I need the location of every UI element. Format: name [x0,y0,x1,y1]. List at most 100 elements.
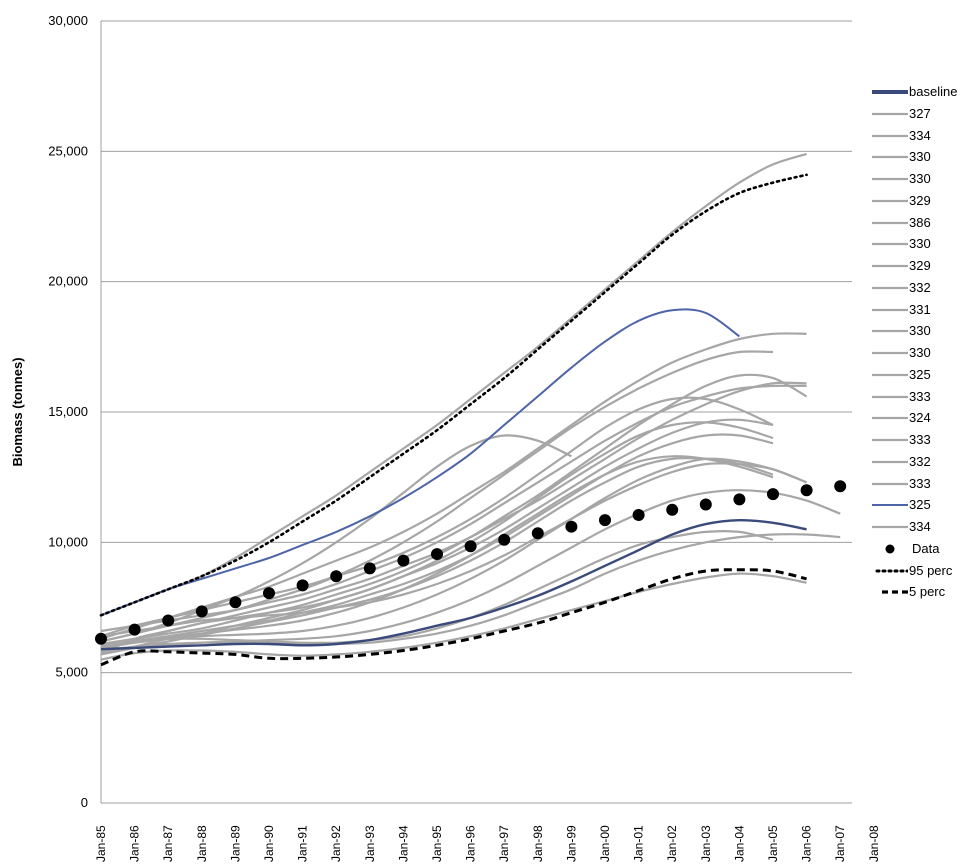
series-line-5 [100,433,774,651]
data-point [666,503,679,516]
legend-symbol [872,243,908,246]
data-point [599,514,611,527]
data-points [95,480,847,645]
gridlines [101,20,852,804]
series-line-9 [100,384,807,633]
data-point [531,527,544,540]
legend-item: 332 [872,452,971,472]
x-tick-label: Jan-01 [632,825,646,862]
legend-item: Data [872,539,971,559]
legend-label: 330 [909,236,931,252]
legend-item: 334 [872,517,971,537]
y-axis-title: Biomass (tonnes) [10,357,25,466]
data-point [363,562,376,575]
series-line-22 [99,173,808,617]
data-point [767,488,779,501]
series-lines [99,152,841,667]
legend-label: 334 [909,127,931,143]
legend-item: 329 [872,256,971,276]
legend-label: 330 [909,345,931,360]
data-point [699,498,712,511]
x-tick-label: Jan-03 [699,825,713,862]
data-point [330,570,343,583]
data-point [800,484,813,497]
x-tick-label: Jan-88 [195,825,209,862]
legend-symbol [872,90,908,94]
data-point [95,632,107,645]
x-tick-label: Jan-97 [497,825,511,862]
series-line-15 [100,332,807,640]
legend-label: 333 [909,388,931,404]
legend-label: 332 [909,453,931,469]
legend-symbol [872,504,908,507]
legend-item: baseline [872,82,971,102]
legend-item: 5 perc [872,582,971,602]
data-point [162,614,175,627]
y-tick-label: 30,000 [48,13,88,28]
legend-item: 386 [872,213,971,233]
legend-label: 386 [909,214,931,230]
data-point [464,540,477,553]
legend-item: 329 [872,191,971,211]
x-tick-label: Jan-02 [665,825,679,862]
legend-label: 330 [909,323,931,339]
data-point [195,605,208,618]
x-tick-label: Jan-92 [329,825,343,862]
legend-label: baseline [909,84,958,99]
legend-item: 330 [872,321,971,341]
legend-label: 330 [909,149,931,165]
legend-symbol [872,395,908,398]
x-tick-label: Jan-89 [228,825,242,862]
legend-label: 329 [909,258,931,273]
series-line-12 [100,457,808,648]
legend-item: 325 [872,365,971,385]
data-point [733,493,746,506]
legend-item: 330 [872,169,971,189]
x-tick-label: Jan-90 [262,825,276,862]
legend-item: 324 [872,408,971,428]
x-tick-label: Jan-96 [464,825,478,862]
legend-symbol [872,330,908,333]
y-tick-labels: 0 5,000 10,000 15,000 20,000 25,000 30,000 [48,13,88,810]
y-tick-label: 0 [81,795,88,810]
series-line-8 [100,457,774,656]
legend-label: 327 [909,105,931,121]
data-point [397,554,410,567]
legend-symbol [872,112,908,115]
legend-label: 331 [909,301,931,317]
legend-label: 95 perc [909,562,953,578]
legend-item: 333 [872,474,971,494]
x-tick-label: Jan-85 [94,825,108,862]
legend-label: 325 [909,366,931,382]
series-line-20 [100,572,807,661]
data-point [565,520,578,533]
legend-symbol [872,221,908,224]
y-tick-label: 10,000 [48,534,88,549]
legend-item: 334 [872,126,971,146]
series-line-0 [100,518,807,651]
legend-symbol [872,264,908,268]
legend-symbol [872,373,908,376]
series-line-14 [100,350,774,643]
legend-symbol [872,482,908,485]
legend-symbol [872,156,908,159]
legend-item: 325 [872,495,971,515]
legend-symbol [882,590,908,594]
data-point [128,623,141,636]
legend-item: 333 [872,387,971,407]
legend-symbol [872,351,908,355]
legend-item: 330 [872,147,971,167]
data-point [632,508,645,521]
legend-item: 333 [872,430,971,450]
legend-symbol [872,417,908,420]
legend-label: 330 [909,171,931,186]
series-line-3 [100,396,774,638]
x-tick-label: Jan-00 [598,825,612,862]
y-tick-label: 20,000 [48,274,88,289]
legend-symbol [872,460,908,463]
legend-item: 327 [872,104,971,124]
legend-label: 329 [909,192,931,208]
series-line-11 [100,373,808,646]
legend-symbol [872,438,908,442]
legend-item: 330 [872,343,971,363]
